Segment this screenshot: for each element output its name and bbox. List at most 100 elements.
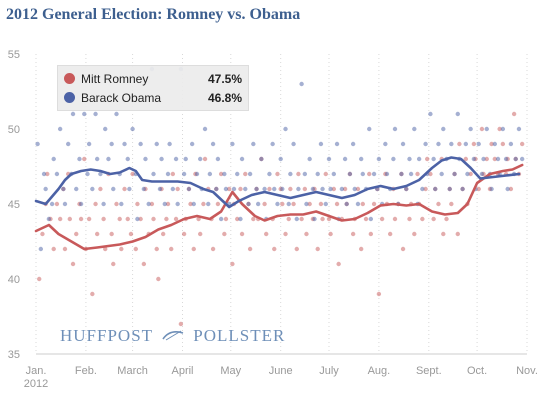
romney-poll-point (138, 216, 143, 222)
obama-poll-point (468, 126, 473, 132)
y-axis: 35 40 45 50 55 (8, 49, 20, 361)
obama-poll-point (109, 141, 114, 147)
obama-poll-point (57, 126, 63, 132)
obama-poll-point (283, 126, 288, 132)
romney-poll-point (133, 246, 139, 252)
obama-poll-point (62, 201, 68, 207)
obama-poll-point (101, 201, 106, 207)
romney-poll-point (160, 231, 166, 237)
obama-poll-point (202, 126, 208, 132)
romney-poll-point (154, 246, 159, 252)
romney-poll-point (86, 216, 92, 222)
romney-poll-point (267, 186, 272, 192)
romney-poll-point (363, 216, 369, 222)
romney-poll-point (492, 156, 498, 162)
romney-poll-point (304, 231, 309, 237)
obama-poll-point (65, 141, 71, 147)
romney-poll-point (367, 171, 372, 177)
obama-poll-point (465, 171, 470, 177)
x-tick-label: March (117, 365, 148, 377)
obama-poll-point (304, 201, 309, 207)
pollster-swoosh-icon (162, 328, 184, 346)
obama-poll-point (352, 186, 357, 192)
x-tick-label: Feb. (75, 365, 97, 377)
obama-poll-point (347, 171, 353, 177)
obama-poll-point (267, 171, 272, 177)
romney-poll-point (280, 201, 285, 207)
obama-poll-point (135, 216, 140, 222)
obama-poll-point (41, 171, 47, 177)
x-tick-label: Sept. (416, 365, 442, 377)
obama-poll-point (495, 156, 501, 162)
obama-poll-point (428, 111, 433, 117)
obama-poll-point (122, 141, 127, 147)
romney-poll-point (238, 186, 243, 192)
romney-poll-point (358, 246, 364, 252)
romney-poll-point (455, 231, 460, 237)
x-tick-label: Nov. (516, 365, 538, 377)
obama-poll-point (296, 186, 301, 192)
obama-poll-point (254, 186, 259, 192)
obama-poll-point (35, 141, 40, 147)
romney-poll-point (222, 231, 227, 237)
obama-poll-point (270, 141, 275, 147)
obama-poll-point (489, 186, 494, 192)
trend-lines (34, 156, 524, 251)
y-tick-label: 40 (8, 274, 20, 286)
obama-poll-point (198, 156, 203, 162)
romney-poll-point (198, 231, 203, 237)
romney-poll-point (141, 261, 147, 267)
romney-poll-point (299, 216, 304, 222)
obama-poll-point (331, 171, 337, 177)
romney-poll-point (45, 171, 50, 177)
obama-poll-point (175, 201, 180, 207)
y-tick-label: 45 (8, 199, 20, 211)
romney-poll-point (326, 216, 332, 222)
y-tick-label: 35 (8, 349, 20, 361)
romney-poll-point (264, 231, 269, 237)
obama-poll-point (194, 171, 200, 177)
obama-poll-point (358, 156, 364, 162)
legend-value-romney: 47.5% (207, 72, 242, 86)
y-tick-label: 50 (8, 124, 20, 136)
legend-item-romney[interactable]: Mitt Romney 47.5% (64, 71, 244, 89)
obama-poll-point (239, 156, 245, 162)
obama-poll-point (181, 171, 187, 177)
legend-value-obama: 46.8% (207, 91, 242, 105)
romney-poll-point (117, 216, 122, 222)
obama-poll-point (262, 186, 267, 192)
romney-poll-point (51, 246, 56, 252)
obama-poll-point (407, 156, 412, 162)
obama-poll-point (103, 126, 108, 132)
romney-poll-point (82, 156, 87, 162)
obama-poll-point (355, 201, 361, 207)
brand-left-text: HUFFPOST (60, 326, 153, 345)
obama-poll-point (441, 126, 446, 132)
legend-item-obama[interactable]: Barack Obama 46.8% (64, 90, 244, 108)
obama-poll-point (275, 201, 280, 207)
romney-poll-point (291, 201, 296, 207)
romney-poll-point (519, 141, 525, 147)
obama-poll-point (299, 81, 304, 87)
obama-poll-point (310, 186, 316, 192)
obama-poll-point (423, 141, 428, 147)
page-title: 2012 General Election: Romney vs. Obama (6, 6, 301, 23)
obama-poll-point (90, 186, 95, 192)
romney-poll-point (93, 201, 98, 207)
obama-poll-point (119, 201, 124, 207)
obama-poll-point (455, 111, 460, 117)
legend-label-romney: Mitt Romney (81, 72, 149, 86)
romney-poll-point (463, 156, 469, 162)
romney-poll-point (114, 201, 119, 207)
romney-poll-point (336, 261, 341, 267)
romney-poll-point (323, 171, 328, 177)
obama-poll-point (246, 201, 251, 207)
obama-poll-point (288, 171, 293, 177)
obama-poll-point (138, 141, 143, 147)
obama-poll-point (367, 126, 372, 132)
romney-poll-point (164, 216, 169, 222)
obama-poll-point (326, 156, 332, 162)
romney-poll-point (230, 261, 235, 267)
obama-poll-point (46, 216, 52, 222)
romney-poll-point (191, 246, 196, 252)
